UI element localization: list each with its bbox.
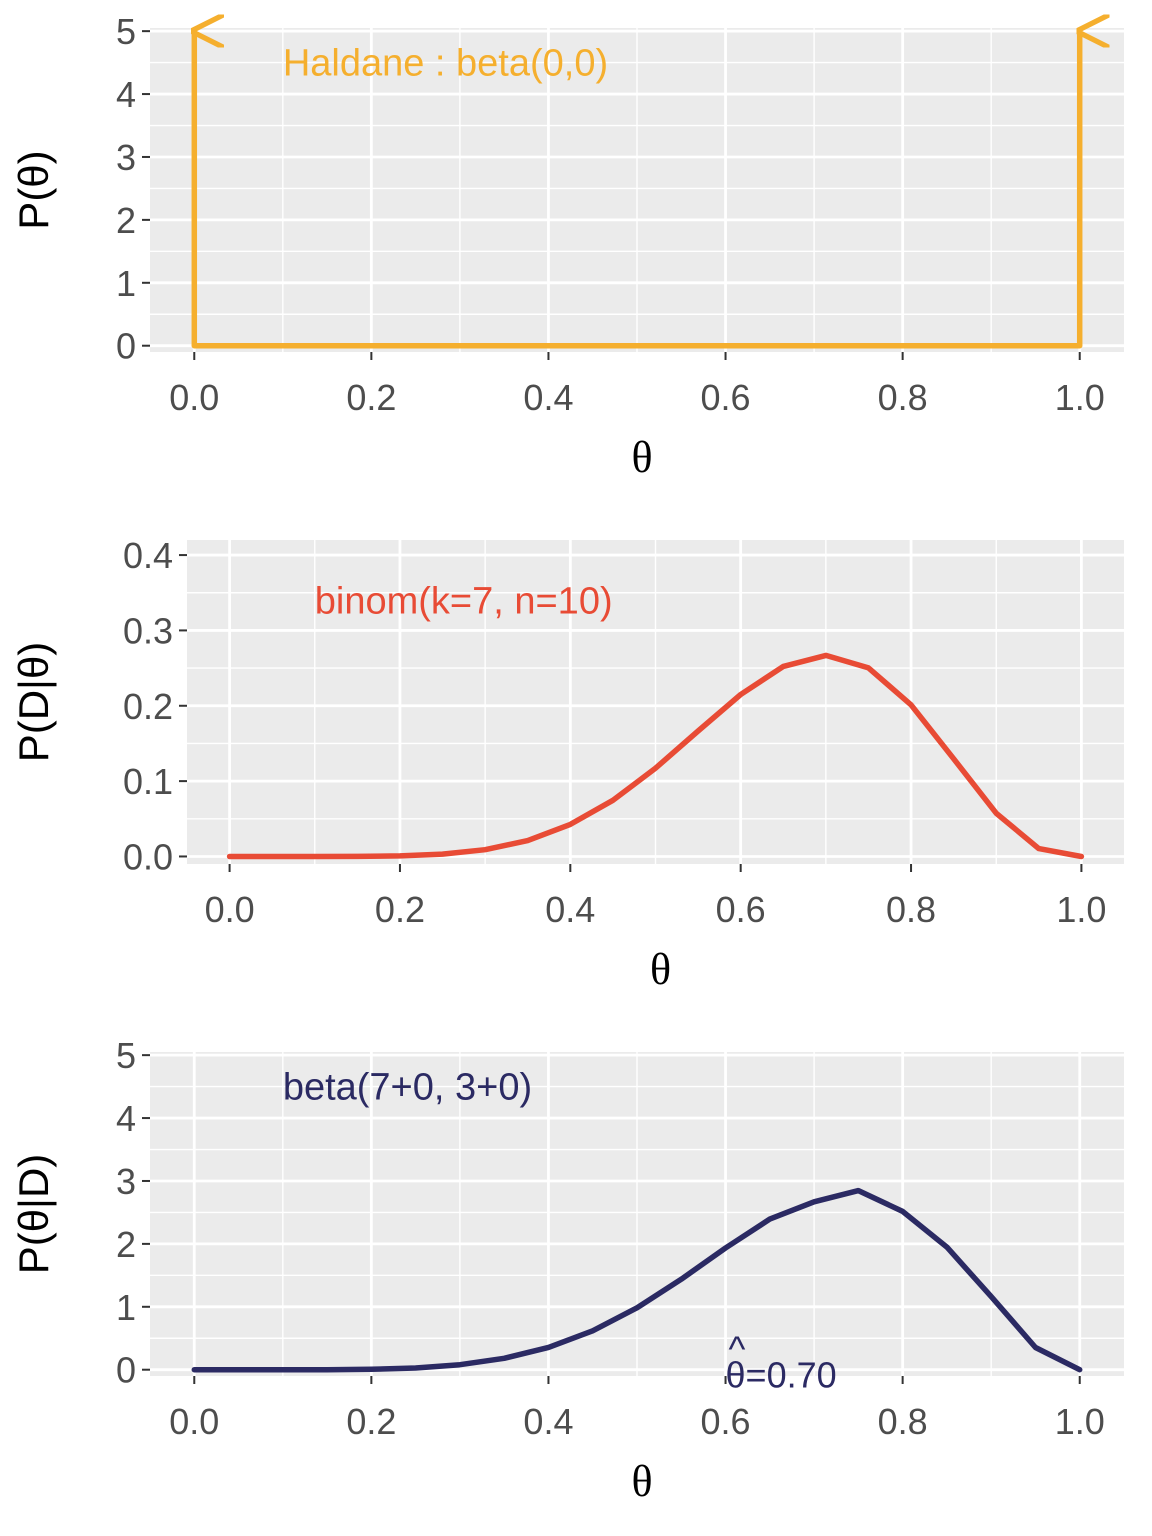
y-tick-label: 0.0	[123, 836, 173, 877]
y-axis-title: P(θ|D)	[10, 1154, 57, 1275]
x-tick-label: 0.8	[878, 1401, 928, 1442]
y-tick-label: 1	[116, 263, 136, 304]
y-tick-label: 5	[116, 1035, 136, 1076]
x-tick-label: 0.2	[375, 889, 425, 930]
x-tick-label: 1.0	[1055, 377, 1105, 418]
x-tick-label: 0.4	[523, 377, 573, 418]
y-tick-label: 5	[116, 11, 136, 52]
x-tick-label: 0.0	[169, 377, 219, 418]
x-axis-title: θ	[631, 433, 652, 482]
x-axis-title: θ	[650, 945, 671, 994]
x-tick-label: 0.6	[716, 889, 766, 930]
series-line	[191, 1187, 1083, 1373]
x-tick-label: 1.0	[1056, 889, 1106, 930]
y-tick-label: 0	[116, 1350, 136, 1391]
estimate-label: θ=0.70	[726, 1355, 837, 1396]
series-line	[194, 31, 1079, 349]
chart-panel-2: 0.0 0.2 0.4 0.6 0.8 1.0 0.0 0.1 0.2 0.3 0.4 θ P(D|θ)…	[10, 535, 1124, 994]
x-tick-label: 0.8	[886, 889, 936, 930]
y-tick-label: 0.3	[123, 610, 173, 651]
y-tick-label: 0	[116, 326, 136, 367]
chart-panel-3: 0.0 0.2 0.4 0.6 0.8 1.0 0 1 2 3 4 5 θ P(θ|D) beta(7+0,…	[10, 1035, 1124, 1506]
y-tick-label: 1	[116, 1287, 136, 1328]
annotation-label: binom(k=7, n=10)	[315, 580, 613, 622]
x-tick-label: 0.8	[878, 377, 928, 418]
y-tick-label: 2	[116, 200, 136, 241]
x-axis-title: θ	[631, 1457, 652, 1506]
x-tick-label: 0.2	[346, 1401, 396, 1442]
x-tick-label: 0.2	[346, 377, 396, 418]
x-tick-label: 0.6	[701, 1401, 751, 1442]
y-axis-title: P(θ)	[10, 150, 57, 229]
chart-panel-1: 0.0 0.2 0.4 0.6 0.8 1.0 0 1 2 3 4 5 θ P(θ) Haldane : b…	[10, 11, 1124, 482]
y-tick-label: 4	[116, 1098, 136, 1139]
y-tick-label: 0.1	[123, 761, 173, 802]
y-tick-label: 3	[116, 1161, 136, 1202]
x-tick-label: 0.0	[205, 889, 255, 930]
x-tick-label: 0.4	[523, 1401, 573, 1442]
x-tick-label: 0.6	[701, 377, 751, 418]
estimate-hat: ^	[729, 1329, 746, 1370]
series-line	[226, 652, 1085, 860]
x-tick-label: 0.4	[545, 889, 595, 930]
annotation-label: beta(7+0, 3+0)	[283, 1067, 532, 1109]
y-axis-title: P(D|θ)	[10, 642, 57, 763]
y-tick-label: 4	[116, 74, 136, 115]
y-tick-label: 2	[116, 1224, 136, 1265]
x-tick-label: 1.0	[1055, 1401, 1105, 1442]
y-tick-label: 0.2	[123, 686, 173, 727]
x-tick-label: 0.0	[169, 1401, 219, 1442]
annotation-label: Haldane : beta(0,0)	[283, 43, 608, 85]
y-tick-label: 0.4	[123, 535, 173, 576]
y-tick-label: 3	[116, 137, 136, 178]
